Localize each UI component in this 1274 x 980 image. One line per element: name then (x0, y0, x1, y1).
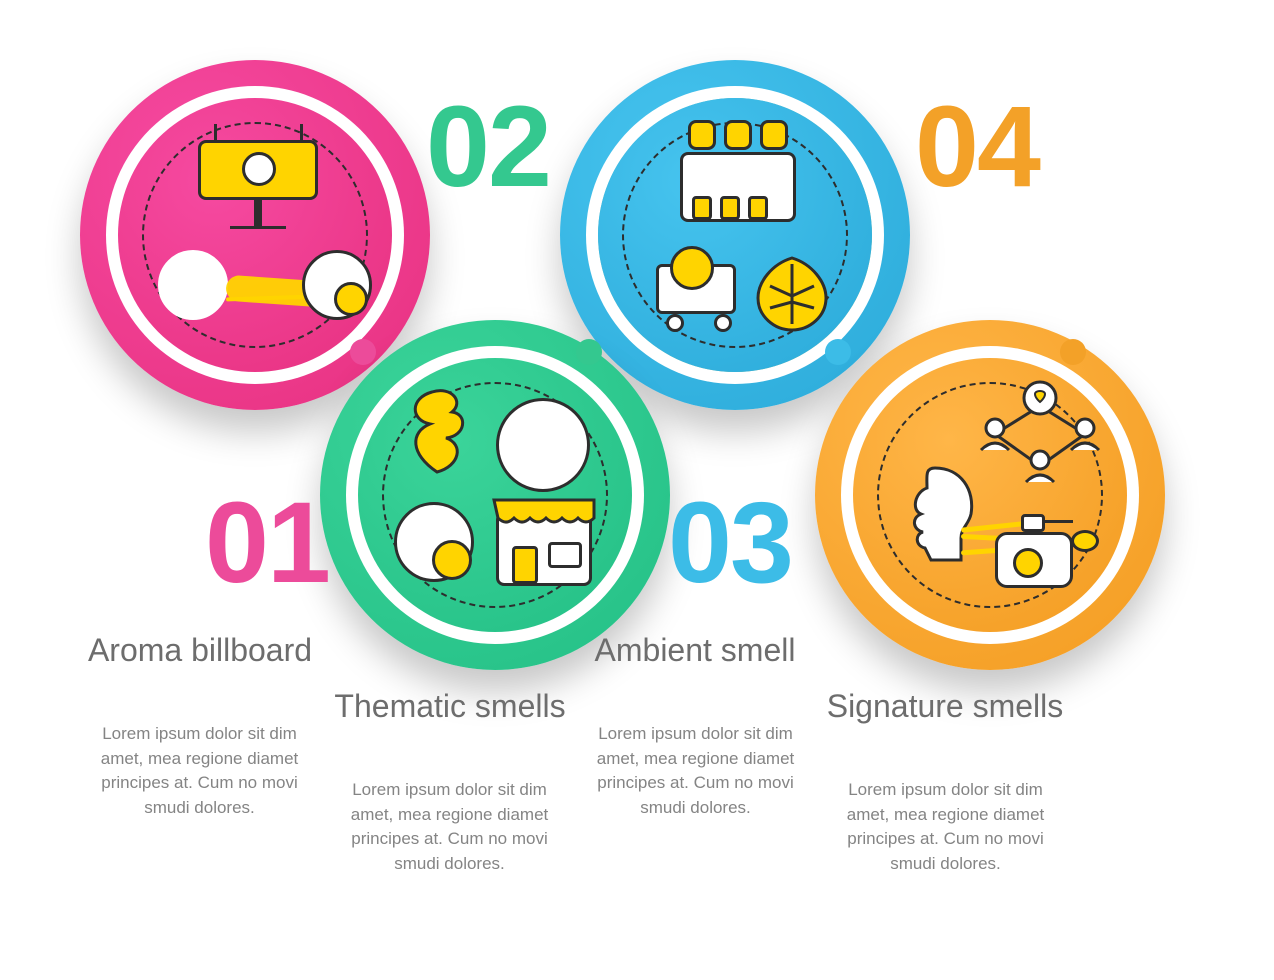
step-4-title: Signature smells (825, 688, 1065, 725)
head-profile-icon (158, 250, 228, 320)
step-2-body: Lorem ipsum dolor sit dim amet, mea regi… (332, 778, 567, 877)
aroma-swirl-icon (402, 384, 472, 474)
leaf-icon (746, 252, 838, 338)
step-4-body: Lorem ipsum dolor sit dim amet, mea regi… (828, 778, 1063, 877)
sync-icon (496, 398, 590, 492)
infographic-stage: 01 02 03 04 Aroma billboard Thematic sme… (0, 0, 1274, 980)
step-1-circle (80, 60, 430, 410)
step-2-number: 02 (426, 90, 550, 205)
step-2-circle (320, 320, 670, 670)
step-1-body: Lorem ipsum dolor sit dim amet, mea regi… (82, 722, 317, 821)
step-3-body: Lorem ipsum dolor sit dim amet, mea regi… (578, 722, 813, 821)
connector-dot-4 (1060, 339, 1086, 365)
step-3-circle (560, 60, 910, 410)
step-2-title: Thematic smells (330, 688, 570, 725)
step-1-number: 01 (205, 486, 329, 601)
connector-dot-3 (825, 339, 851, 365)
people-network-icon (975, 376, 1105, 486)
step-1-title: Aroma billboard (80, 632, 320, 669)
step-4-circle (815, 320, 1165, 670)
connector-dot-2 (576, 339, 602, 365)
check-icon (670, 246, 714, 290)
step-4-number: 04 (915, 90, 1039, 205)
step-3-title: Ambient smell (575, 632, 815, 669)
connector-dot-1 (350, 339, 376, 365)
step-3-number: 03 (668, 486, 792, 601)
